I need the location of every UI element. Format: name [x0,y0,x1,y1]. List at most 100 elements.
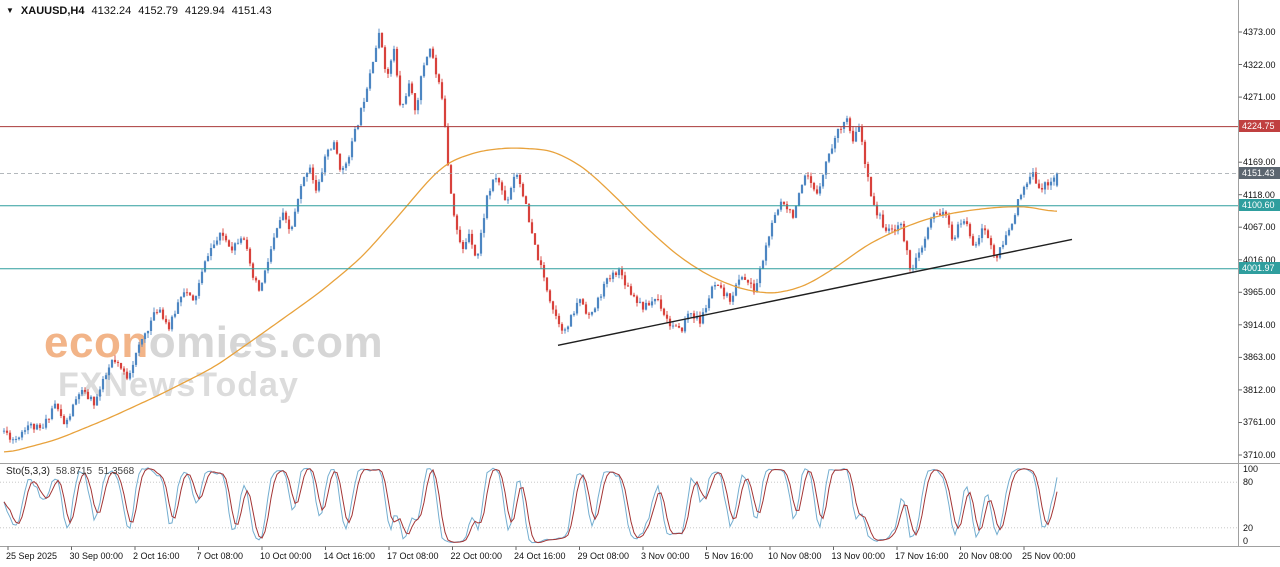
candle [320,168,324,183]
candle [434,54,438,78]
candle [581,298,585,305]
candle [878,212,882,220]
candle [470,229,474,249]
time-axis-label: 29 Oct 08:00 [577,551,630,561]
candle [812,181,816,192]
candle [11,437,15,444]
candle [566,325,570,333]
candle [467,229,471,244]
candle [242,236,246,241]
candle [746,279,750,286]
candle [698,311,702,328]
candle [32,423,36,433]
candle [407,80,411,98]
candle [74,396,78,406]
candle [20,430,24,441]
candle [65,417,69,428]
candle [788,208,792,214]
candle [524,195,528,205]
candle [344,161,348,171]
time-axis-label: 7 Oct 08:00 [196,551,244,561]
candle [1052,175,1056,186]
ohlc-low-value: 4129.94 [185,5,225,17]
candle [1046,179,1050,190]
watermark-brand-accent: econ [44,318,149,367]
candle [230,242,234,254]
candle [701,308,705,325]
candle [119,362,123,370]
candle [674,323,678,327]
candle [461,240,465,254]
candle [206,253,210,262]
time-axis-label: 17 Oct 08:00 [387,551,439,561]
candle [1031,168,1035,180]
stochastic-signal-line [3,468,1058,544]
candle [272,233,276,251]
candle [245,236,249,251]
candle [149,317,153,335]
candle [650,297,654,308]
candle [350,137,354,161]
candle [356,124,360,131]
candle [68,413,72,422]
indicator-axis-label: 100 [1243,464,1259,474]
candle [656,294,660,302]
candle [431,46,435,59]
price-axis-label: 3761.00 [1243,417,1276,428]
candle [818,183,822,196]
candle [899,222,903,229]
trendline[interactable] [557,238,1073,346]
candle [557,313,561,328]
candle [632,292,636,298]
candle [200,268,204,285]
candle [176,299,180,314]
candle [1037,179,1041,189]
candle [797,192,801,207]
time-axis-label: 13 Nov 00:00 [831,551,886,561]
candle [563,327,567,334]
candle [110,359,114,369]
candle [404,93,408,105]
candle [185,288,189,297]
candle [596,296,600,312]
candle [512,172,516,193]
candle [926,226,930,241]
candle [440,78,444,101]
moving-average-line[interactable] [3,147,1058,453]
candle [458,226,462,244]
candle [131,361,135,378]
candle [251,262,255,281]
candle [587,311,591,319]
candle [113,355,117,364]
candle [953,235,957,241]
candle [761,259,765,270]
candle [1028,172,1032,185]
candle [905,240,909,255]
candle [638,297,642,304]
panel-separators [0,0,1280,547]
one-click-trading-icon[interactable]: ▼ [6,6,14,15]
candle [311,164,315,184]
time-axis-label: 25 Sep 2025 [6,551,58,561]
candle [410,81,414,95]
candle [608,274,612,282]
candle [449,164,453,194]
candle [479,229,483,257]
candle [614,271,618,278]
candle [965,217,969,227]
candle [959,219,963,228]
candle [155,309,159,315]
candle [956,221,960,239]
candle [800,184,804,194]
candle [836,128,840,143]
candle [626,282,630,287]
candle [707,295,711,311]
candle [824,161,828,179]
candle [518,173,522,188]
candle [335,140,339,155]
candle [923,236,927,251]
candle [359,107,363,126]
candle [725,291,729,298]
candle [866,161,870,182]
